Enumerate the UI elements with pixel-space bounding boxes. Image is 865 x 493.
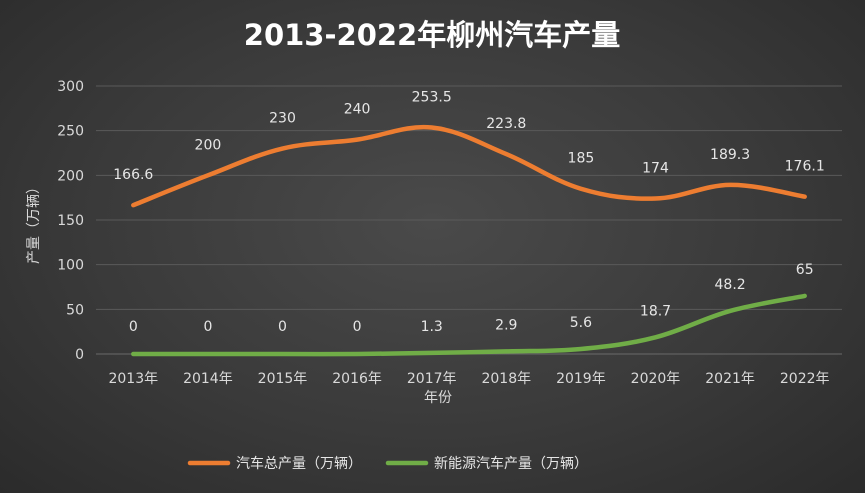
x-tick-label: 2014年 [183,371,233,387]
x-tick-label: 2015年 [258,371,308,387]
data-label: 65 [796,262,814,278]
x-axis-label: 年份 [424,390,452,406]
data-label: 240 [344,102,371,118]
data-point [504,152,508,156]
data-point [131,203,135,207]
x-tick-label: 2013年 [108,371,158,387]
series-layer [131,124,807,357]
series-line-1 [131,124,807,208]
data-labels: 166.6 200 230 240 253.5 223.8 185 174 189.3 176.1… [113,90,824,335]
y-tick-label: 100 [57,258,84,274]
data-label: 0 [129,319,138,335]
data-label: 189.3 [710,147,750,163]
data-point [728,309,732,313]
data-point [430,126,434,130]
y-axis-label: 产量（万辆） [26,180,42,264]
data-label: 18.7 [640,303,671,319]
data-point [355,352,359,356]
data-point [579,187,583,191]
series-line-2 [131,293,807,357]
y-axis-ticks: 0 50 100 150 200 250 300 [57,79,84,363]
data-label: 48.2 [715,277,746,293]
x-tick-label: 2017年 [407,371,457,387]
data-point [654,335,657,339]
data-label: 223.8 [486,116,526,132]
legend: 汽车总产量（万辆） 新能源汽车产量（万辆） [187,455,588,472]
y-tick-label: 250 [57,124,84,140]
x-tick-label: 2016年 [332,371,382,387]
data-point [281,352,284,356]
grid-layer [96,85,842,355]
data-label: 1.3 [421,319,443,335]
data-point [803,195,807,199]
data-label: 0 [278,319,287,335]
y-tick-label: 300 [57,79,84,95]
y-tick-label: 0 [75,347,84,363]
x-axis-ticks: 2013年 2014年 2015年 2016年 2017年 2018年 2019年 2020年… [108,371,829,387]
y-tick-label: 50 [66,302,84,318]
chart-title: 2013-2022年柳州汽车产量 [244,18,620,52]
data-label: 185 [568,151,595,167]
x-tick-label: 2022年 [780,371,830,387]
data-point [206,352,210,356]
data-label: 5.6 [570,315,592,331]
data-label: 166.6 [113,167,153,183]
y-tick-label: 150 [57,213,84,229]
data-label: 174 [642,161,669,177]
data-label: 230 [269,111,296,127]
data-label: 2.9 [495,317,517,333]
data-point [728,183,732,187]
x-tick-label: 2019年 [556,371,606,387]
x-tick-label: 2018年 [481,371,531,387]
data-label: 253.5 [412,90,452,106]
legend-label: 新能源汽车产量（万辆） [434,455,588,472]
data-point [206,173,210,177]
data-point [430,351,434,355]
x-tick-label: 2020年 [631,371,681,387]
data-label: 176.1 [785,159,825,175]
data-label: 0 [203,319,212,335]
legend-label: 汽车总产量（万辆） [236,455,362,472]
data-point [654,197,657,201]
data-point [803,294,807,298]
x-tick-label: 2021年 [705,371,755,387]
data-label: 0 [353,319,362,335]
data-point [504,349,508,353]
data-point [355,138,359,142]
data-label: 200 [195,137,222,153]
y-tick-label: 200 [57,168,84,184]
data-point [281,147,284,151]
data-point [131,352,135,356]
data-point [579,347,583,351]
